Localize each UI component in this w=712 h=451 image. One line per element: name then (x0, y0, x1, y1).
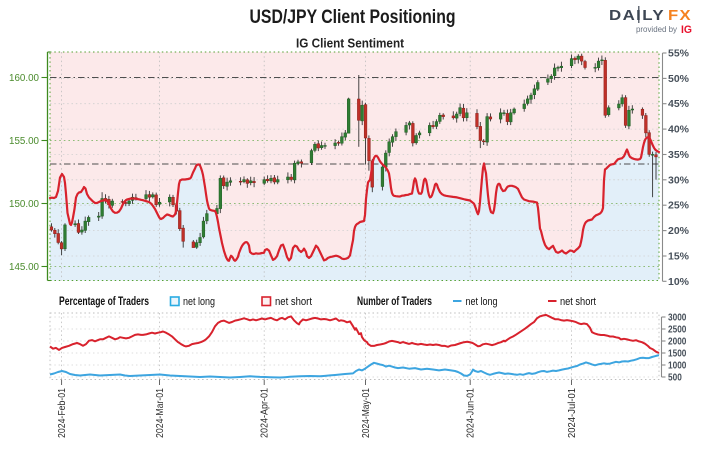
svg-text:145.00: 145.00 (9, 262, 39, 273)
svg-text:2500: 2500 (668, 324, 687, 336)
svg-text:2000: 2000 (668, 336, 687, 348)
svg-text:20%: 20% (668, 225, 690, 237)
svg-text:FX: FX (668, 8, 692, 24)
svg-text:net short: net short (560, 296, 596, 308)
svg-text:1000: 1000 (668, 360, 687, 372)
svg-text:net long: net long (466, 296, 498, 308)
svg-text:160.00: 160.00 (9, 73, 39, 84)
svg-text:2024-Jun-01: 2024-Jun-01 (465, 388, 477, 438)
svg-text:2024-Feb-01: 2024-Feb-01 (56, 388, 68, 438)
svg-text:Number of Traders: Number of Traders (357, 294, 432, 308)
svg-text:2024-Jul-01: 2024-Jul-01 (566, 388, 578, 438)
svg-text:net long: net long (183, 296, 215, 308)
svg-text:40%: 40% (668, 124, 690, 136)
svg-text:3000: 3000 (668, 312, 687, 324)
svg-text:2024-May-01: 2024-May-01 (360, 388, 372, 438)
svg-text:2024-Apr-01: 2024-Apr-01 (259, 388, 271, 438)
svg-text:155.00: 155.00 (9, 136, 39, 147)
svg-text:provided by: provided by (636, 25, 677, 34)
svg-text:30%: 30% (668, 174, 690, 186)
svg-text:net short: net short (275, 296, 312, 308)
svg-text:45%: 45% (668, 98, 690, 110)
svg-text:Percentage of Traders: Percentage of Traders (59, 294, 149, 308)
svg-text:1500: 1500 (668, 348, 687, 360)
svg-text:10%: 10% (668, 276, 690, 288)
svg-text:IG Client Sentiment: IG Client Sentiment (296, 36, 405, 51)
svg-text:55%: 55% (668, 48, 690, 60)
svg-text:2024-Mar-01: 2024-Mar-01 (154, 388, 166, 438)
svg-text:50%: 50% (668, 73, 690, 85)
svg-text:DAILY: DAILY (609, 8, 665, 24)
svg-text:15%: 15% (668, 251, 690, 263)
svg-text:150.00: 150.00 (9, 199, 39, 210)
svg-text:IG: IG (681, 24, 692, 36)
svg-text:USD/JPY Client Positioning: USD/JPY Client Positioning (250, 7, 456, 28)
svg-text:25%: 25% (668, 200, 690, 212)
svg-text:500: 500 (668, 372, 682, 384)
svg-text:35%: 35% (668, 149, 690, 161)
